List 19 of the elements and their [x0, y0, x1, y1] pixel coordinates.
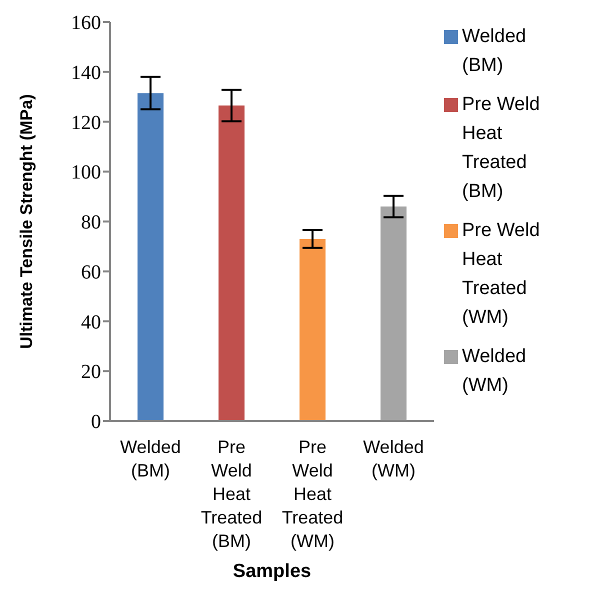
legend-label: Pre Weld Heat Treated (WM)	[462, 219, 541, 330]
y-tick-label: 20	[81, 361, 101, 384]
y-tick-label: 120	[71, 112, 101, 134]
y-axis-title: Ultimate Tensile Strenght (MPa)	[17, 94, 36, 349]
y-tick-label: 140	[71, 62, 101, 84]
x-tick-label: Welded (WM)	[363, 437, 424, 481]
legend-label: Welded (BM)	[462, 25, 528, 78]
x-tick-label: Pre Weld Heat Treated (WM)	[282, 437, 344, 551]
y-tick-label: 80	[81, 212, 101, 234]
y-tick-label: 0	[91, 411, 101, 434]
y-tick-label: 100	[71, 162, 101, 184]
legend-label: Welded (WM)	[462, 345, 528, 398]
x-axis-title: Samples	[232, 561, 312, 582]
legend-label: Pre Weld Heat Treated (BM)	[462, 93, 541, 204]
y-tick-label: 160	[71, 12, 101, 34]
y-tick-label: 40	[81, 311, 101, 334]
x-tick-label: Pre Weld Heat Treated (BM)	[200, 437, 262, 551]
x-tick-label: Welded (BM)	[120, 437, 181, 481]
y-tick-label: 60	[81, 261, 101, 284]
